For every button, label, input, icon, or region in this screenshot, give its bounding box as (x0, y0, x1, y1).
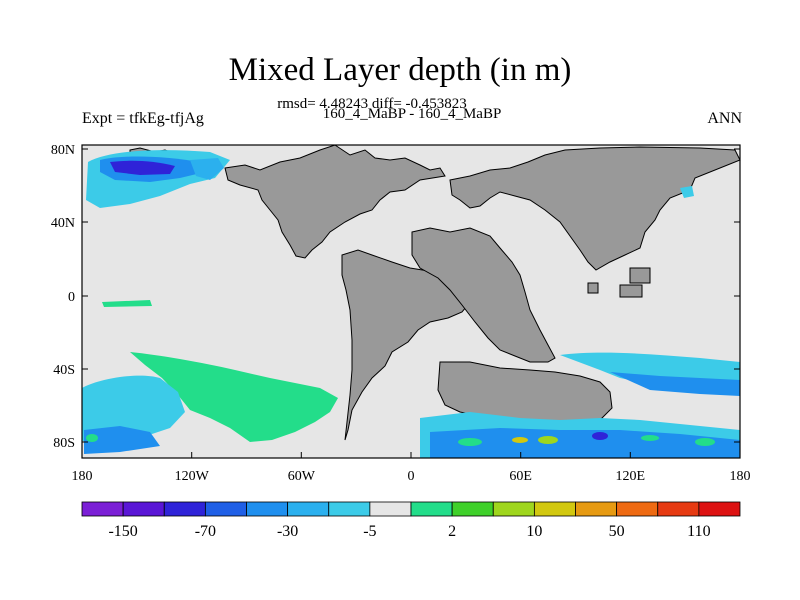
anomaly-speck-6 (86, 434, 98, 442)
anomaly-speck-5 (695, 438, 715, 446)
anomaly-greenland-sea (680, 186, 694, 198)
colorbar-label: 2 (448, 523, 456, 540)
colorbar-label: 110 (687, 523, 710, 540)
case-names-text: 160_4_MaBP - 160_4_MaBP (322, 106, 502, 122)
lat-label-80n: 80N (51, 143, 75, 158)
lat-label-40n: 40N (51, 216, 75, 231)
colorbar-swatch (575, 501, 618, 517)
lat-label-40s: 40S (53, 363, 75, 378)
anomaly-north-lightblue (190, 158, 224, 180)
anomaly-speck-3 (592, 432, 608, 440)
lon-label-120e: 120E (616, 469, 646, 484)
anomaly-speck-7 (512, 437, 528, 443)
lon-label-60e: 60E (509, 469, 532, 484)
colorbar-swatch (204, 501, 247, 517)
anomaly-equatorial-green (102, 300, 152, 307)
colorbar-swatch (451, 501, 494, 517)
anomaly-north-darkblue (110, 160, 175, 175)
colorbar-swatch (410, 501, 453, 517)
plot-title: Mixed Layer depth (in m) (228, 52, 572, 88)
colorbar-swatch (492, 501, 535, 517)
colorbar-swatch (698, 501, 741, 517)
colorbar-swatch (369, 501, 412, 517)
lon-label-60w: 60W (288, 469, 316, 484)
colorbar-label: -70 (195, 523, 216, 540)
colorbar-swatch (328, 501, 371, 517)
land-island-2 (619, 284, 643, 298)
lon-axis: 180 120W 60W 0 60E 120E 180 (72, 452, 751, 484)
lat-label-0: 0 (68, 290, 75, 305)
land-eurasia (449, 146, 741, 271)
land-south-america (341, 249, 473, 441)
anomaly-south-green (130, 352, 338, 442)
lon-label-180e: 180 (730, 469, 751, 484)
colorbar-label: -5 (363, 523, 376, 540)
lon-label-120w: 120W (175, 469, 210, 484)
land-africa (411, 227, 556, 363)
season-label: ANN (707, 110, 742, 127)
anomaly-speck-2 (538, 436, 558, 444)
map-panel (81, 144, 741, 459)
colorbar-swatch (163, 501, 206, 517)
colorbar-label: -30 (277, 523, 298, 540)
anomaly-speck-1 (458, 438, 482, 446)
anomaly-speck-4 (641, 435, 659, 441)
anomaly-south-blue-central (430, 428, 740, 458)
colorbar: -150 -70 -30 -5 2 10 50 110 (81, 501, 741, 540)
colorbar-swatch (533, 501, 576, 517)
colorbar-swatch (287, 501, 330, 517)
colorbar-swatch (657, 501, 700, 517)
colorbar-label: -150 (108, 523, 137, 540)
lon-label-180w: 180 (72, 469, 93, 484)
colorbar-swatch (122, 501, 165, 517)
colorbar-swatch (81, 501, 124, 517)
land-island-3 (587, 282, 599, 294)
anomaly-south-east-blue (610, 372, 740, 396)
colorbar-swatch (246, 501, 289, 517)
colorbar-label: 10 (526, 523, 542, 540)
lat-axis: 80N 40N 0 40S 80S (51, 143, 740, 451)
lon-label-0: 0 (408, 469, 415, 484)
colorbar-swatch (616, 501, 659, 517)
experiment-label: Expt = tfkEg-tfjAg (82, 110, 204, 127)
anomaly-south-blue-west (84, 426, 160, 454)
land-island-1 (629, 267, 651, 284)
colorbar-label: 50 (609, 523, 625, 540)
anomaly-patches (82, 150, 740, 458)
rmsd-diff-text: rmsd= 4.48243 diff= -0.453823 (277, 96, 467, 112)
lat-label-80s: 80S (53, 436, 75, 451)
